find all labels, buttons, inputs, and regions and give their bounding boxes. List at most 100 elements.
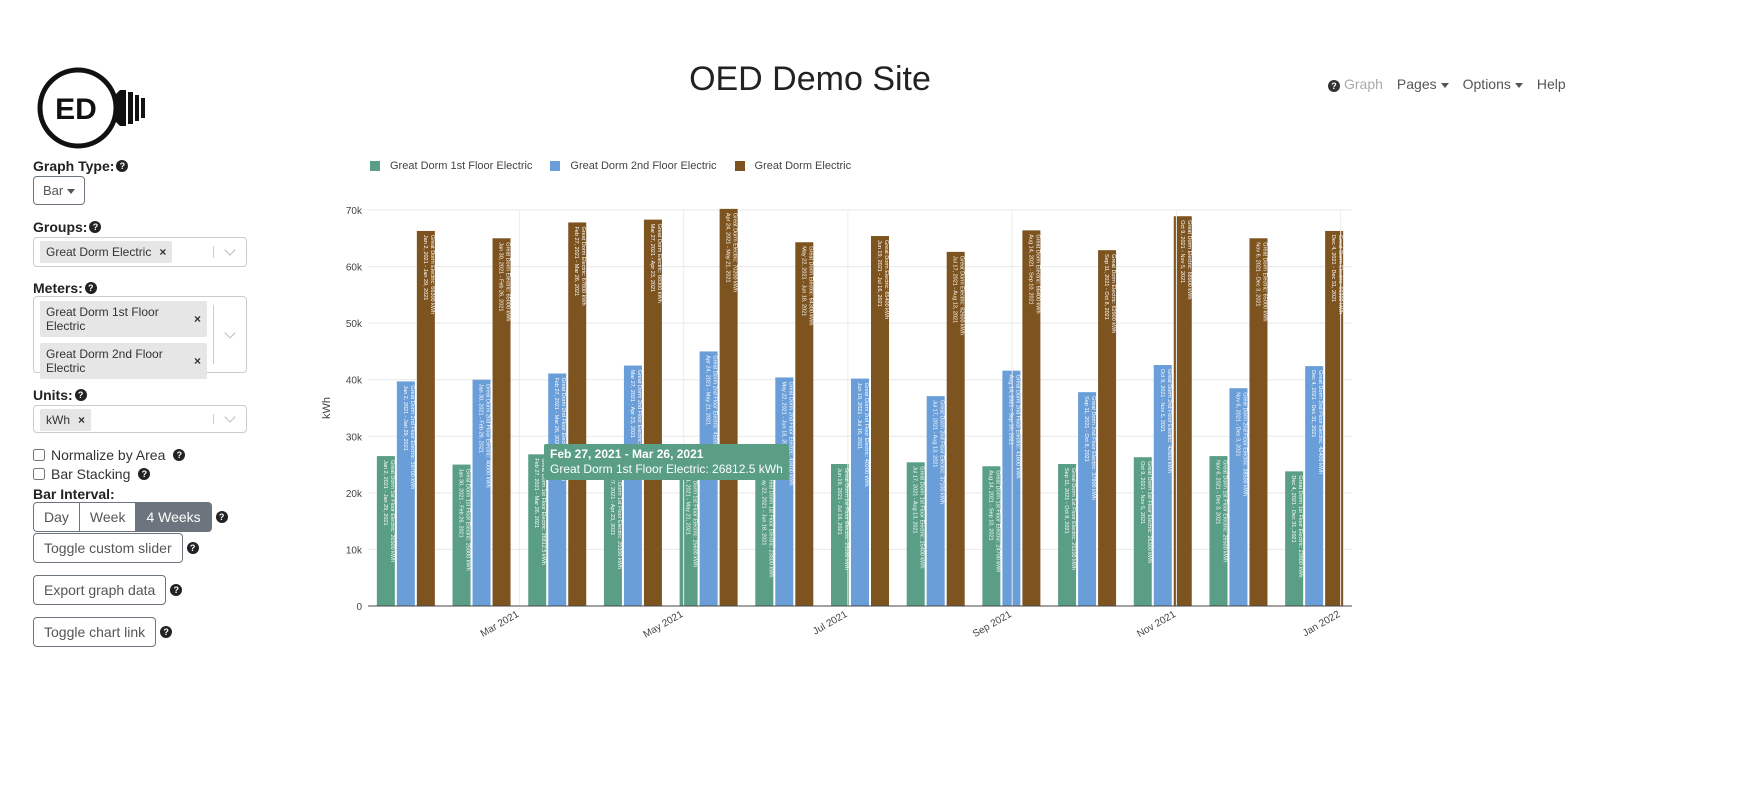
nav-help-link[interactable]: Help [1536,76,1566,92]
chevron-down-icon[interactable] [213,305,246,364]
groups-select[interactable]: Great Dorm Electric × [33,237,247,267]
bar-chart[interactable]: 0 10k 20k 30k 40k 50k 60k 70k kWh Jan 2, 2021 - J… [310,190,1370,660]
help-icon[interactable]: ? [173,449,186,461]
bar-data-label: Sep 11, 2021 - Oct 8, 2021 [1063,468,1069,534]
y-tick-label: 60k [346,263,363,274]
bar-data-label: Great Dorm Electric: 62600 kWh [959,256,965,335]
normalize-checkbox[interactable] [33,449,45,461]
bar-data-label: Great Dorm Electric: 68300 kWh [656,224,662,303]
bar [1022,230,1041,606]
legend-item[interactable]: Great Dorm 1st Floor Electric [370,160,532,172]
bar [623,365,642,606]
help-icon[interactable]: ? [116,160,129,172]
bar-data-label: Great Dorm 2nd Floor Electric: 39700 kWh [409,385,415,489]
bar-data-label: Great Dorm Electric: 68900 kWh [1186,220,1192,299]
bar-data-label: Great Dorm 1st Floor Electric: 24700 kWh [994,470,1000,572]
bar-data-label: Mar 27, 2021 - Apr 23, 2021 [609,467,615,535]
y-axis-label: kWh [321,397,333,419]
y-tick-label: 10k [346,545,363,556]
bar-data-label: Jan 30, 2021 - Feb 26, 2021 [498,242,504,311]
chevron-down-icon[interactable] [213,414,246,424]
bar-data-label: Great Dorm 1st Floor Electric: 25000 kWh [465,469,471,571]
graph-type-dropdown[interactable]: Bar [33,176,86,205]
x-tick-label: Mar 2021 [479,609,521,640]
y-tick-label: 70k [346,206,363,217]
bar-data-label: Mar 27, 2021 - Apr 23, 2021 [649,224,655,292]
bar-data-label: Great Dorm 1st Floor Electric: 25100 kWh [843,468,849,570]
legend-item[interactable]: Great Dorm Electric [734,160,851,172]
bar-data-label: Great Dorm 2nd Floor Electric: 38500 kWh [1241,392,1247,496]
legend-item[interactable]: Great Dorm 2nd Floor Electric [550,160,717,172]
chart-legend: Great Dorm 1st Floor Electric Great Dorm… [370,160,851,172]
page-title: OED Demo Site [689,60,931,98]
remove-icon[interactable]: × [193,354,201,368]
help-icon[interactable]: ? [215,511,228,523]
help-icon[interactable]: ? [160,626,173,638]
chevron-down-icon[interactable] [213,246,246,258]
help-icon[interactable]: ? [1328,80,1340,92]
y-tick-label: 20k [346,489,363,500]
bar-data-label: Great Dorm 2nd Floor Electric: 40000 kWh [485,384,491,488]
bar-data-label: Jul 17, 2021 - Aug 13, 2021 [952,256,958,323]
units-label-row: Units:? [33,387,87,403]
bar-data-label: Sep 11, 2021 - Oct 8, 2021 [1103,254,1109,320]
meters-label-row: Meters:? [33,280,97,296]
remove-icon[interactable]: × [78,413,86,427]
meter-chip: Great Dorm 1st Floor Electric × [40,301,207,337]
bar-data-label: May 22, 2021 - Jun 18, 2021 [780,381,786,451]
bar-data-label: Oct 9, 2021 - Nov 5, 2021 [1179,220,1185,283]
help-icon[interactable]: ? [186,542,199,554]
meters-select[interactable]: Great Dorm 1st Floor Electric × Great Dor… [33,296,247,379]
bar [1325,230,1344,606]
nav-options-dropdown[interactable]: Options [1463,76,1523,92]
bar [1285,471,1304,606]
bar-stacking-checkbox-row[interactable]: Bar Stacking? [33,466,151,482]
toggle-chart-link-button[interactable]: Toggle chart link [33,617,157,647]
bar-data-label: Great Dorm 2nd Floor Electric: 42600 kWh [1166,369,1172,473]
units-select[interactable]: kWh × [33,405,247,433]
toggle-custom-slider-button[interactable]: Toggle custom slider [33,533,183,563]
remove-icon[interactable]: × [193,312,201,326]
nav-graph[interactable]: ? Graph [1328,76,1383,92]
normalize-checkbox-row[interactable]: Normalize by Area? [33,447,186,463]
bar-interval-label: Bar Interval: [33,486,115,502]
bar [528,454,547,606]
help-icon[interactable]: ? [89,221,102,233]
interval-4weeks-button[interactable]: 4 Weeks [135,502,212,532]
bar [926,396,945,606]
bar-data-label: Jan 2, 2021 - Jan 29, 2021 [422,235,428,300]
bar-data-label: Nov 6, 2021 - Dec 3, 2021 [1234,392,1240,456]
bar-data-label: Great Dorm 2nd Floor Electric: 40400 kWh [787,381,793,485]
nav-pages-dropdown[interactable]: Pages [1397,76,1449,92]
bar-data-label: Oct 9, 2021 - Nov 5, 2021 [1159,369,1165,432]
interval-day-button[interactable]: Day [33,502,80,532]
bar [1133,457,1152,606]
bar [452,464,471,606]
bar [472,379,491,606]
help-icon[interactable]: ? [170,584,183,596]
remove-icon[interactable]: × [159,245,167,259]
help-icon[interactable]: ? [84,282,97,294]
bar-data-label: Great Dorm 2nd Floor Electric: 41100 kWh [560,377,566,481]
bar [1249,238,1268,606]
help-icon[interactable]: ? [74,389,87,401]
export-graph-data-button[interactable]: Export graph data [33,575,167,605]
groups-label: Groups: [33,219,88,235]
y-tick-label: 40k [346,376,363,387]
bar-data-label: Apr 24, 2021 - May 21, 2021 [705,355,711,425]
help-icon[interactable]: ? [138,468,151,480]
interval-week-button[interactable]: Week [78,502,137,532]
bar [548,373,567,606]
bar-data-label: Jan 30, 2021 - Feb 26, 2021 [458,469,464,538]
bar-data-label: Great Dorm Electric: 65000 kWh [1261,242,1267,321]
bar-stacking-checkbox[interactable] [33,468,45,480]
bar-data-label: Great Dorm 2nd Floor Electric: 40200 kWh [863,383,869,487]
bar [568,222,587,606]
bar-data-label: Great Dorm 1st Floor Electric: 23800 kWh [1297,475,1303,577]
x-tick-label: Nov 2021 [1135,609,1178,640]
bar-data-label: Great Dorm Electric: 62900 kWh [1110,254,1116,333]
bar-data-label: Great Dorm 2nd Floor Electric: 37800 kWh [1090,396,1096,500]
bar [1305,366,1324,606]
y-tick-label: 50k [346,319,363,330]
groups-label-row: Groups:? [33,219,102,235]
